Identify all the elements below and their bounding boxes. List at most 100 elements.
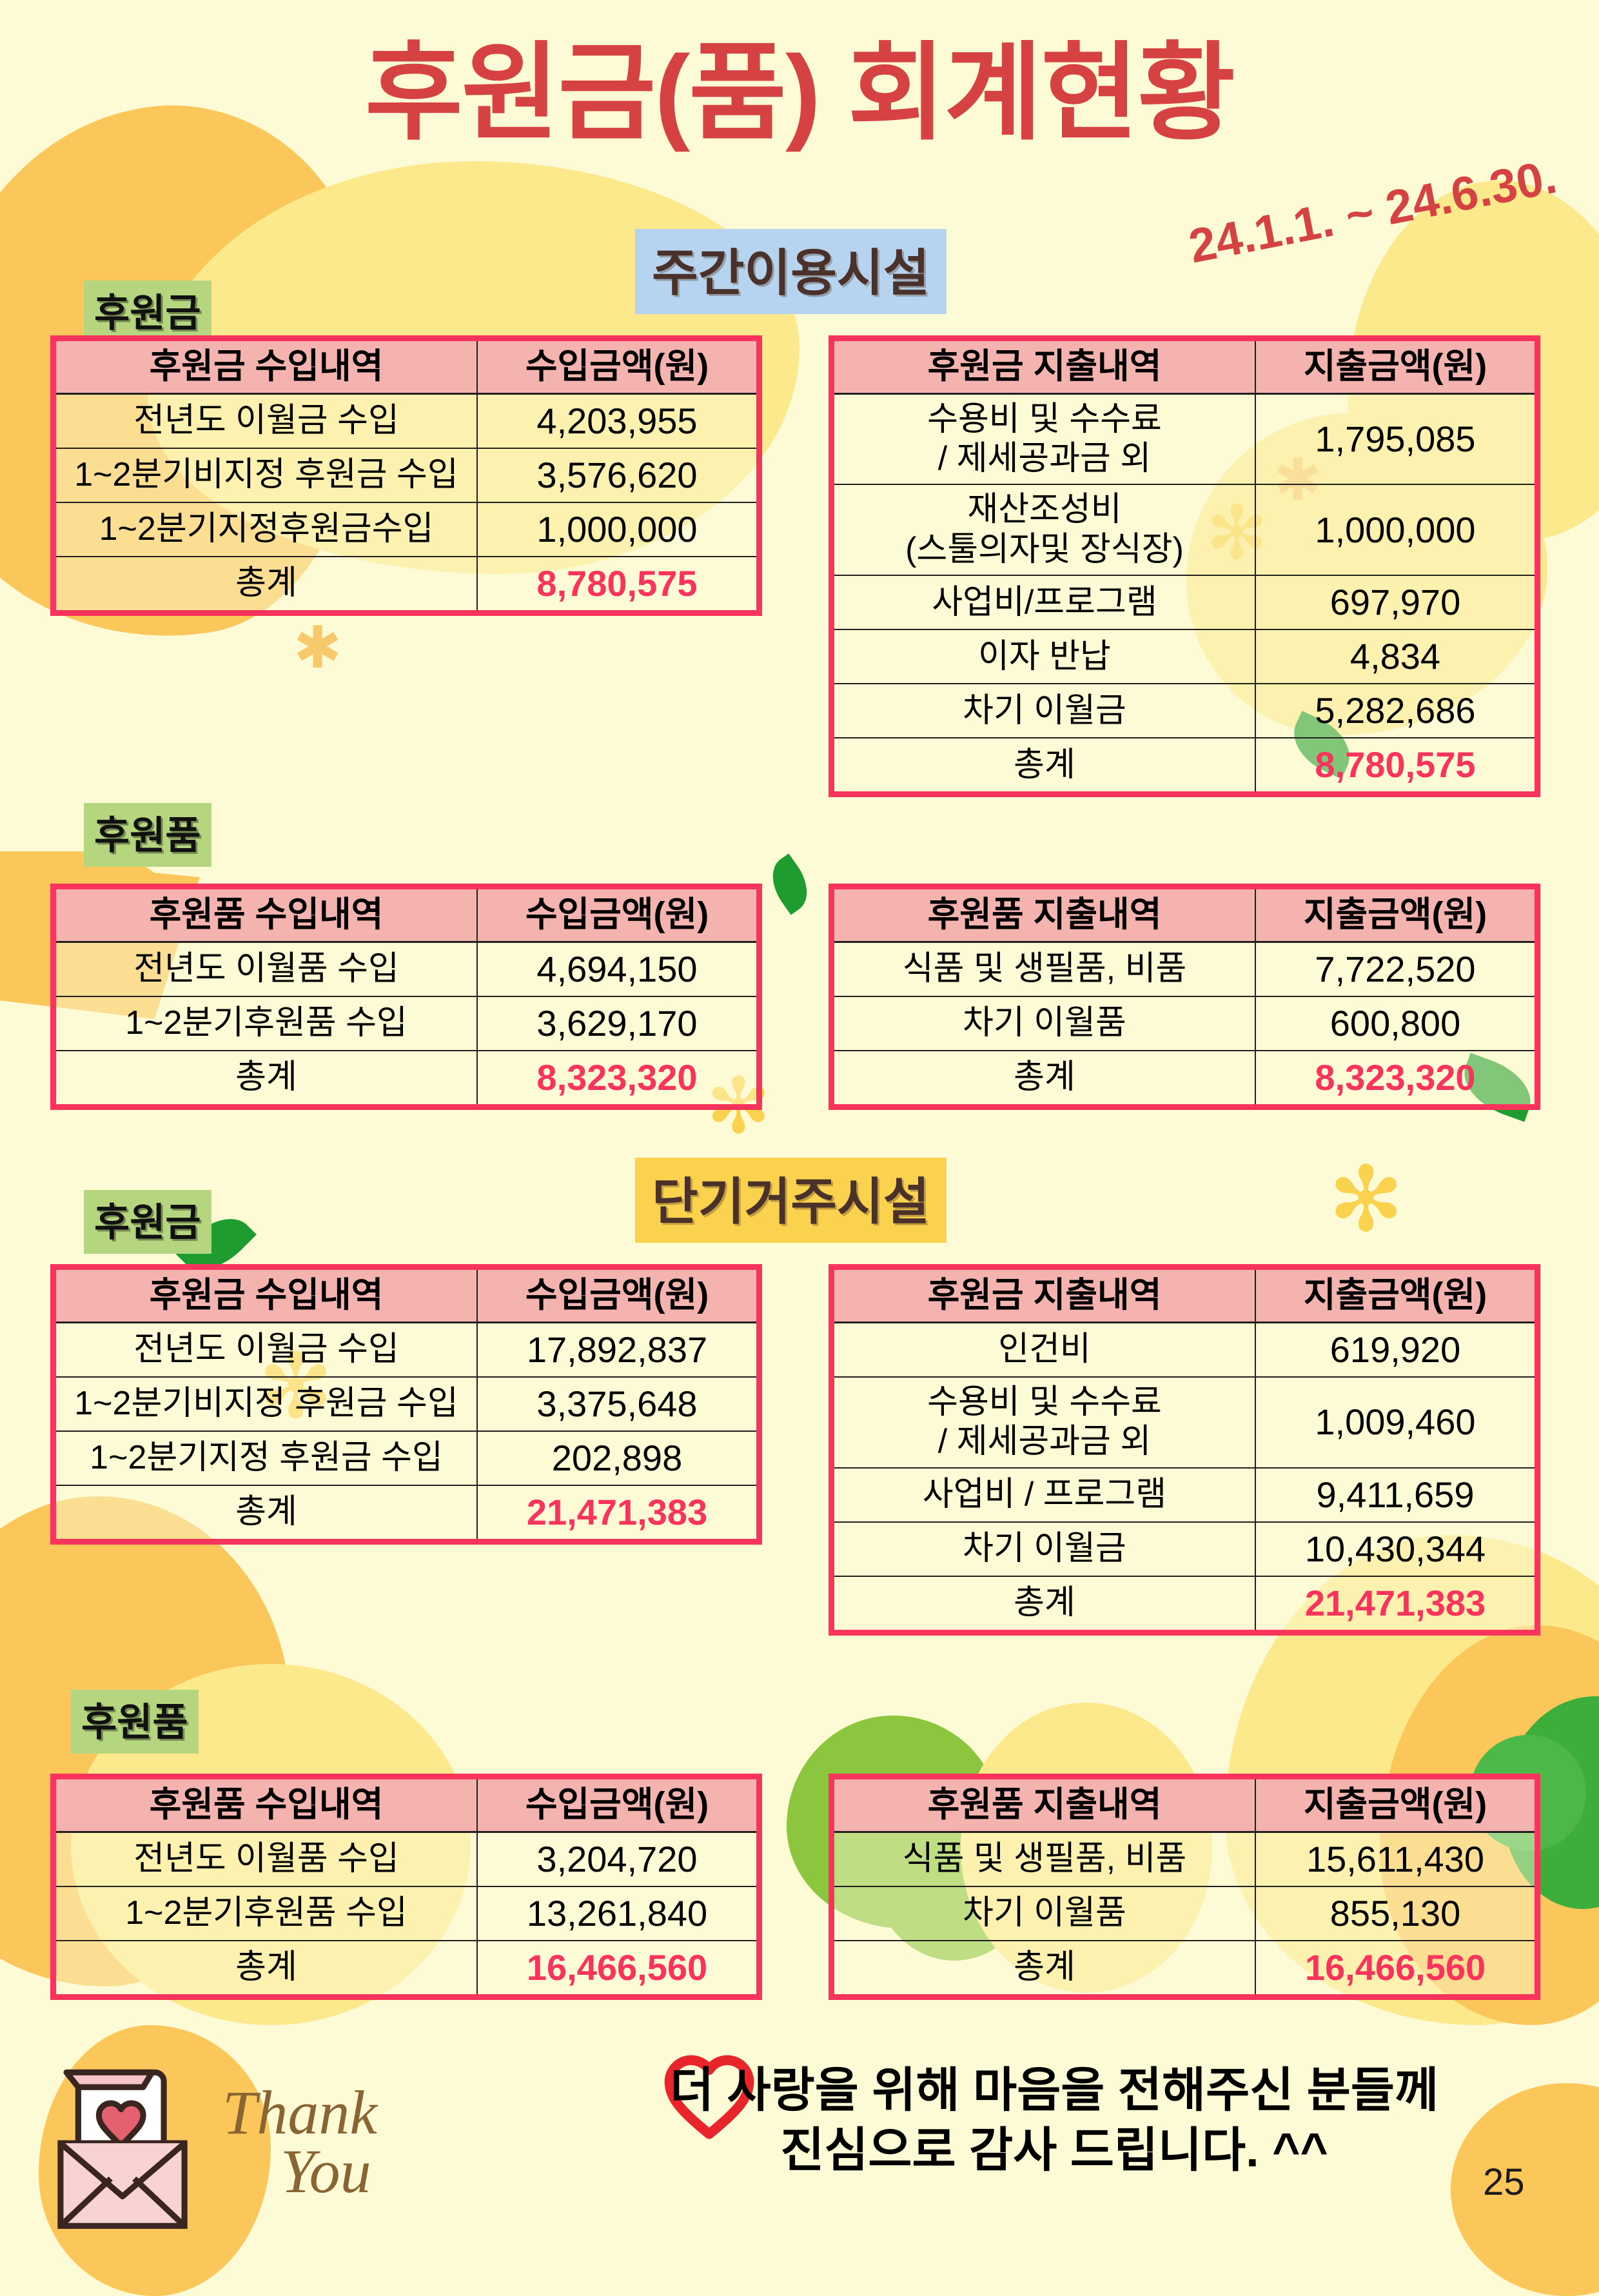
row-amount: 202,898	[476, 1430, 760, 1486]
column-header-category: 후원품 지출내역	[830, 886, 1256, 943]
row-label: 차기 이월품	[830, 1885, 1256, 1941]
row-amount: 1,009,460	[1255, 1376, 1538, 1469]
page-number: 25	[1483, 2161, 1525, 2203]
row-amount: 3,629,170	[476, 995, 760, 1051]
total-amount: 21,471,383	[476, 1484, 760, 1543]
column-header-amount: 지출금액(원)	[1255, 337, 1538, 395]
table-row: 수용비 및 수수료 / 제세공과금 외 1,009,460	[830, 1376, 1538, 1469]
row-amount: 4,834	[1255, 629, 1538, 685]
sparkle-icon-1: ✱	[293, 616, 342, 680]
column-header-category: 후원품 수입내역	[52, 886, 478, 943]
row-label: 사업비 / 프로그램	[830, 1467, 1256, 1523]
row-amount: 10,430,344	[1255, 1521, 1538, 1577]
facility-heading-day-center: 주간이용시설	[635, 229, 947, 314]
row-amount: 600,800	[1255, 995, 1538, 1051]
row-label: 전년도 이월금 수입	[52, 1321, 478, 1378]
column-header-category: 후원금 지출내역	[830, 337, 1256, 395]
table-donation-money-income-day: 후원금 수입내역 수입금액(원) 전년도 이월금 수입 4,203,955 1~…	[50, 335, 762, 617]
row-label: 사업비/프로그램	[830, 575, 1256, 631]
table-total-row: 총계 8,780,575	[52, 555, 760, 614]
row-amount: 15,611,430	[1255, 1831, 1538, 1887]
row-label: 식품 및 생필품, 비품	[830, 941, 1256, 997]
total-amount: 8,323,320	[1255, 1049, 1538, 1108]
table-row: 1~2분기비지정 후원금 수입 3,576,620	[52, 447, 760, 503]
table-header-row: 후원금 수입내역 수입금액(원)	[52, 1266, 760, 1323]
total-label: 총계	[52, 1049, 478, 1108]
column-header-amount: 지출금액(원)	[1255, 886, 1538, 943]
row-label: 1~2분기비지정 후원금 수입	[52, 447, 478, 503]
row-amount: 1,000,000	[476, 501, 760, 557]
row-label: 전년도 이월금 수입	[52, 393, 478, 449]
row-label: 수용비 및 수수료 / 제세공과금 외	[830, 393, 1256, 486]
background-blob-orange-bottom-right	[1451, 2083, 1599, 2296]
total-label: 총계	[52, 555, 478, 614]
table-donation-money-expense-residence: 후원금 지출내역 지출금액(원) 인건비 619,920 수용비 및 수수료 /…	[829, 1264, 1540, 1636]
table-row: 전년도 이월품 수입 3,204,720	[52, 1831, 760, 1887]
table-row: 1~2분기비지정 후원금 수입 3,375,648	[52, 1376, 760, 1432]
row-label: 재산조성비 (스툴의자및 장식장)	[830, 484, 1256, 577]
column-header-category: 후원금 수입내역	[52, 1266, 478, 1323]
table-total-row: 총계 8,323,320	[830, 1049, 1538, 1108]
row-amount: 5,282,686	[1255, 683, 1538, 739]
table-header-row: 후원품 지출내역 지출금액(원)	[830, 1776, 1538, 1833]
row-label: 전년도 이월품 수입	[52, 1831, 478, 1887]
row-amount: 3,375,648	[476, 1376, 760, 1432]
total-label: 총계	[830, 1939, 1256, 1998]
table-row: 사업비/프로그램 697,970	[830, 575, 1538, 631]
table-total-row: 총계 21,471,383	[52, 1484, 760, 1543]
total-amount: 21,471,383	[1255, 1575, 1538, 1634]
table-donation-goods-income-residence: 후원품 수입내역 수입금액(원) 전년도 이월품 수입 3,204,720 1~…	[50, 1774, 762, 2000]
table-row: 식품 및 생필품, 비품 7,722,520	[830, 941, 1538, 997]
envelope-heart-icon	[57, 2069, 188, 2229]
row-label: 1~2분기지정 후원금 수입	[52, 1430, 478, 1486]
row-amount: 3,204,720	[476, 1831, 760, 1887]
page-title: 후원금(품) 회계현황	[364, 34, 1235, 152]
column-header-amount: 수입금액(원)	[476, 1776, 760, 1833]
column-header-category: 후원품 수입내역	[52, 1776, 478, 1833]
section-label-donation-goods-2: 후원품	[71, 1690, 199, 1754]
table-donation-money-income-residence: 후원금 수입내역 수입금액(원) 전년도 이월금 수입 17,892,837 1…	[50, 1264, 762, 1545]
column-header-amount: 지출금액(원)	[1255, 1776, 1538, 1833]
table-header-row: 후원금 수입내역 수입금액(원)	[52, 337, 760, 395]
row-label: 1~2분기지정후원금수입	[52, 501, 478, 557]
table-total-row: 총계 16,466,560	[52, 1939, 760, 1998]
row-amount: 697,970	[1255, 575, 1538, 631]
column-header-amount: 수입금액(원)	[476, 886, 760, 943]
row-label: 전년도 이월품 수입	[52, 941, 478, 997]
table-row: 인건비 619,920	[830, 1321, 1538, 1378]
section-label-donation-money-1: 후원금	[84, 281, 211, 344]
table-row: 차기 이월품 600,800	[830, 995, 1538, 1051]
total-label: 총계	[830, 1575, 1256, 1634]
table-row: 1~2분기지정후원금수입 1,000,000	[52, 501, 760, 557]
section-label-donation-money-2: 후원금	[84, 1190, 211, 1254]
row-label: 식품 및 생필품, 비품	[830, 1831, 1256, 1887]
row-label: 수용비 및 수수료 / 제세공과금 외	[830, 1376, 1256, 1469]
table-header-row: 후원금 지출내역 지출금액(원)	[830, 337, 1538, 395]
row-amount: 13,261,840	[476, 1885, 760, 1941]
row-amount: 3,576,620	[476, 447, 760, 503]
footer-message: 더 사랑을 위해 마음을 전해주신 분들께 진심으로 감사 드립니다. ^^	[658, 2061, 1451, 2180]
table-total-row: 총계 16,466,560	[830, 1939, 1538, 1998]
thank-you-line-2: You	[280, 2137, 371, 2206]
row-amount: 4,203,955	[476, 393, 760, 449]
footer-message-line-1: 더 사랑을 위해 마음을 전해주신 분들께	[669, 2063, 1439, 2117]
thank-you-wordmark: Thank You	[222, 2082, 377, 2206]
table-total-row: 총계 21,471,383	[830, 1575, 1538, 1634]
table-row: 식품 및 생필품, 비품 15,611,430	[830, 1831, 1538, 1887]
total-label: 총계	[830, 1049, 1256, 1108]
total-label: 총계	[52, 1484, 478, 1543]
row-amount: 17,892,837	[476, 1321, 760, 1378]
row-amount: 1,000,000	[1255, 484, 1538, 577]
total-label: 총계	[52, 1939, 478, 1998]
total-amount: 16,466,560	[1255, 1939, 1538, 1998]
row-amount: 7,722,520	[1255, 941, 1538, 997]
table-row: 재산조성비 (스툴의자및 장식장) 1,000,000	[830, 484, 1538, 577]
heart-outline-icon	[664, 2055, 754, 2139]
row-label: 인건비	[830, 1321, 1256, 1378]
table-header-row: 후원금 지출내역 지출금액(원)	[830, 1266, 1538, 1323]
table-row: 전년도 이월금 수입 17,892,837	[52, 1321, 760, 1378]
table-row: 사업비 / 프로그램 9,411,659	[830, 1467, 1538, 1523]
row-label: 1~2분기후원품 수입	[52, 1885, 478, 1941]
table-row: 전년도 이월품 수입 4,694,150	[52, 941, 760, 997]
date-range-label: 24.1.1. ~ 24.6.30.	[1184, 149, 1561, 273]
